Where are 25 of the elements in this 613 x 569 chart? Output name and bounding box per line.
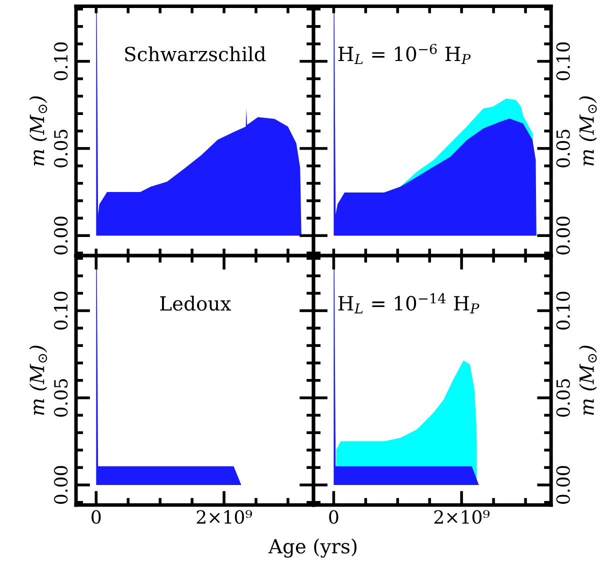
y-tick-label: 0.05 <box>54 379 68 417</box>
y-axis-title: m (M$_{⊙}$) <box>578 96 597 166</box>
y-tick-label: 0.00 <box>556 216 570 254</box>
y-tick-label: 0.00 <box>54 216 68 254</box>
y-axis-title: m (M$_{⊙}$) <box>578 346 597 415</box>
y-tick-label: 0.10 <box>54 292 68 330</box>
annotation: H$_{L}$ = 10$^{−14}$ H$_{P}$ <box>338 293 480 314</box>
x-tick-label: 2×10⁹ <box>196 510 252 524</box>
y-tick-label: 0.05 <box>556 379 570 417</box>
y-tick-label: 0.00 <box>556 466 570 504</box>
y-tick-label: 0.00 <box>54 466 68 504</box>
y-tick-label: 0.10 <box>556 42 570 80</box>
y-axis-title: m (M$_{⊙}$) <box>29 96 48 166</box>
x-tick-label: 0 <box>329 510 338 524</box>
x-tick-label: 0 <box>92 510 101 524</box>
y-axis-title: m (M$_{⊙}$) <box>29 346 48 415</box>
annotation: Schwarzschild <box>125 46 266 62</box>
annotation: H$_{L}$ = 10$^{−6}$ H$_{P}$ <box>338 44 471 64</box>
x-tick-label: 2×10⁹ <box>434 510 490 524</box>
y-tick-label: 0.05 <box>556 130 570 168</box>
y-tick-label: 0.05 <box>54 130 68 168</box>
annotation: Ledoux <box>160 296 231 311</box>
y-tick-label: 0.10 <box>54 42 68 80</box>
x-axis-title: Age (yrs) <box>268 538 357 558</box>
y-tick-label: 0.10 <box>556 292 570 330</box>
